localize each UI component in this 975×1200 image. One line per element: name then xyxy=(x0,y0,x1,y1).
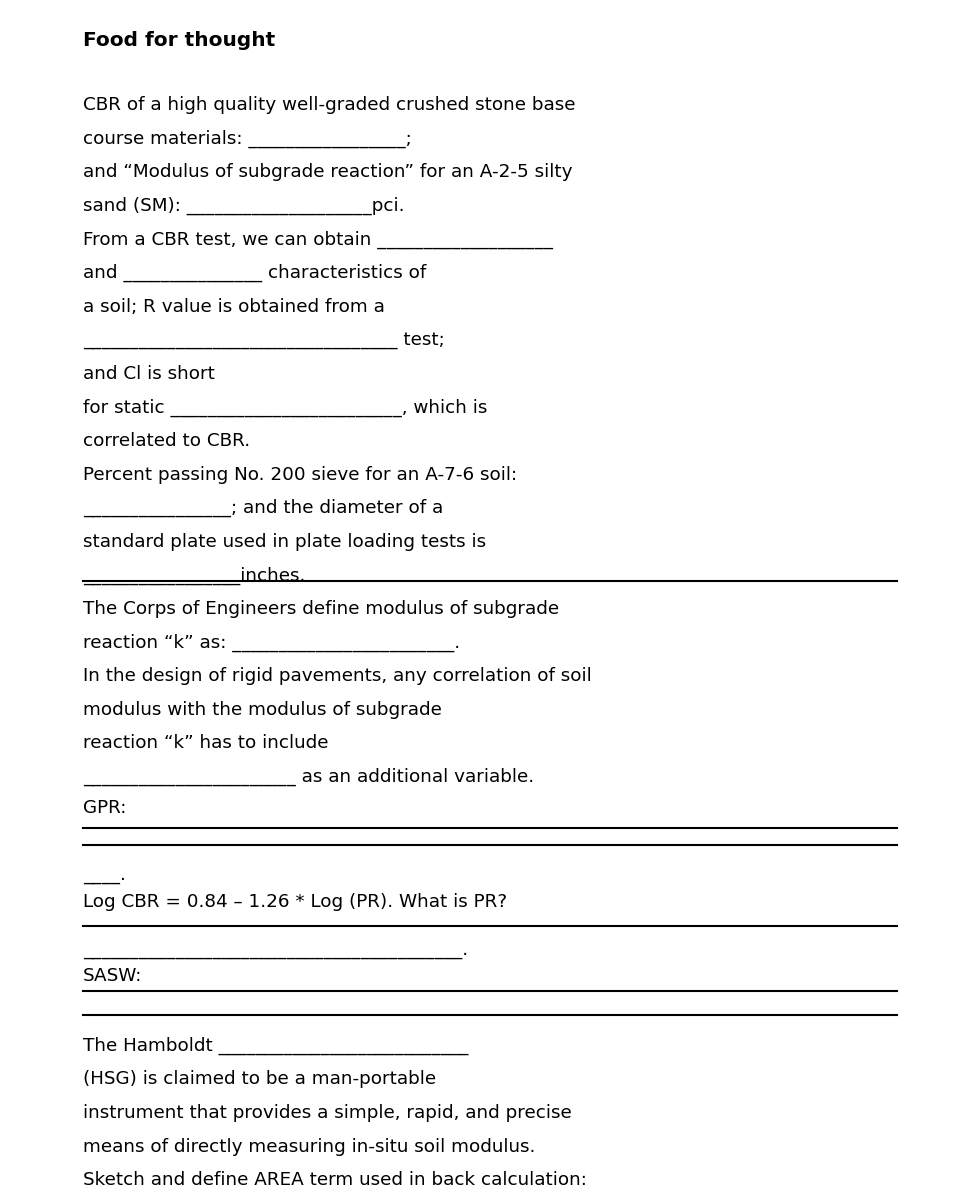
Text: a soil; R value is obtained from a: a soil; R value is obtained from a xyxy=(83,298,385,316)
Text: standard plate used in plate loading tests is: standard plate used in plate loading tes… xyxy=(83,533,486,551)
Text: From a CBR test, we can obtain ___________________: From a CBR test, we can obtain _________… xyxy=(83,230,553,248)
Text: CBR of a high quality well-graded crushed stone base: CBR of a high quality well-graded crushe… xyxy=(83,96,575,114)
Text: Sketch and define AREA term used in back calculation:: Sketch and define AREA term used in back… xyxy=(83,1171,587,1189)
Text: correlated to CBR.: correlated to CBR. xyxy=(83,432,250,450)
Text: _________________________________________.: ________________________________________… xyxy=(83,941,468,959)
Text: reaction “k” as: ________________________.: reaction “k” as: _______________________… xyxy=(83,634,460,652)
Text: In the design of rigid pavements, any correlation of soil: In the design of rigid pavements, any co… xyxy=(83,667,592,685)
Text: course materials: _________________;: course materials: _________________; xyxy=(83,130,435,148)
Text: reaction “k” has to include: reaction “k” has to include xyxy=(83,734,329,752)
Text: Food for thought: Food for thought xyxy=(83,31,275,50)
Text: Log CBR = 0.84 – 1.26 * Log (PR). What is PR?: Log CBR = 0.84 – 1.26 * Log (PR). What i… xyxy=(83,893,507,911)
Text: __________________________________ test;: __________________________________ test; xyxy=(83,331,445,349)
Text: for static _________________________, which is: for static _________________________, wh… xyxy=(83,398,488,416)
Text: ________________; and the diameter of a: ________________; and the diameter of a xyxy=(83,499,443,517)
Text: and Cl is short: and Cl is short xyxy=(83,365,214,383)
Text: GPR:: GPR: xyxy=(83,799,126,817)
Text: and “Modulus of subgrade reaction” for an A-2-5 silty: and “Modulus of subgrade reaction” for a… xyxy=(83,163,572,181)
Text: and _______________ characteristics of: and _______________ characteristics of xyxy=(83,264,426,282)
Text: sand (SM): ____________________pci.: sand (SM): ____________________pci. xyxy=(83,197,405,215)
Text: _________________inches.: _________________inches. xyxy=(83,566,305,584)
Text: modulus with the modulus of subgrade: modulus with the modulus of subgrade xyxy=(83,701,442,719)
Text: _______________________ as an additional variable.: _______________________ as an additional… xyxy=(83,768,534,786)
Text: Percent passing No. 200 sieve for an A-7-6 soil:: Percent passing No. 200 sieve for an A-7… xyxy=(83,466,517,484)
Text: The Hamboldt ___________________________: The Hamboldt ___________________________ xyxy=(83,1037,468,1055)
Text: The Corps of Engineers define modulus of subgrade: The Corps of Engineers define modulus of… xyxy=(83,600,559,618)
Text: instrument that provides a simple, rapid, and precise: instrument that provides a simple, rapid… xyxy=(83,1104,571,1122)
Text: SASW:: SASW: xyxy=(83,967,142,985)
Text: means of directly measuring in-situ soil modulus.: means of directly measuring in-situ soil… xyxy=(83,1138,535,1156)
Text: (HSG) is claimed to be a man-portable: (HSG) is claimed to be a man-portable xyxy=(83,1070,436,1088)
Text: ____.: ____. xyxy=(83,866,126,884)
